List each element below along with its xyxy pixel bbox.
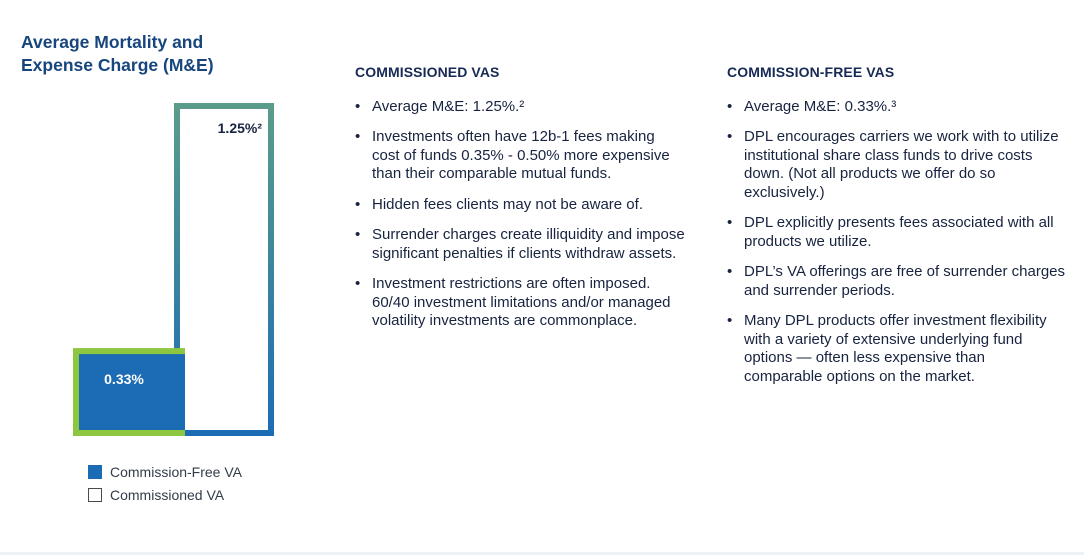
commissioned-vas-heading: COMMISSIONED VAS: [355, 64, 500, 80]
bar-commissioned: [180, 109, 268, 430]
list-item: Average M&E: 1.25%.²: [355, 98, 685, 117]
commission-free-vas-column: COMMISSION-FREE VAS Average M&E: 0.33%.³…: [727, 63, 1067, 398]
legend-swatch-commissioned: [88, 487, 102, 502]
list-item: DPL encourages carriers we work with to …: [727, 128, 1067, 202]
list-item: Investment restrictions are often impose…: [355, 275, 685, 331]
list-item: Surrender charges create illiquidity and…: [355, 226, 685, 263]
legend-label-commission-free: Commission-Free VA: [110, 463, 242, 480]
commissioned-vas-column: COMMISSIONED VAS Average M&E: 1.25%.² In…: [355, 63, 685, 343]
list-item: Average M&E: 0.33%.³: [727, 98, 1067, 117]
bottom-divider: [0, 552, 1084, 555]
list-item: DPL’s VA offerings are free of surrender…: [727, 263, 1067, 300]
commission-free-vas-list: Average M&E: 0.33%.³ DPL encourages carr…: [727, 98, 1067, 387]
chart-title: Average Mortality and Expense Charge (M&…: [21, 31, 281, 77]
commissioned-vas-list: Average M&E: 1.25%.² Investments often h…: [355, 98, 685, 331]
bar-commission-free: [79, 354, 185, 430]
list-item: Many DPL products offer investment flexi…: [727, 312, 1067, 386]
legend-item-commission-free: Commission-Free VA: [88, 460, 242, 483]
list-item: Hidden fees clients may not be aware of.: [355, 196, 685, 215]
list-item: Investments often have 12b-1 fees making…: [355, 128, 685, 184]
legend-label-commissioned: Commissioned VA: [110, 486, 225, 503]
legend-swatch-commission-free: [88, 464, 102, 479]
commission-free-vas-heading: COMMISSION-FREE VAS: [727, 64, 895, 80]
bar-commissioned-value-label: 1.25%²: [218, 120, 263, 136]
mne-bar-chart: 1.25%² 0.33%: [73, 103, 274, 436]
chart-title-line-1: Average Mortality and: [21, 32, 204, 52]
legend-item-commissioned: Commissioned VA: [88, 483, 242, 506]
list-item: DPL explicitly presents fees associated …: [727, 214, 1067, 251]
chart-legend: Commission-Free VA Commissioned VA: [88, 460, 242, 506]
chart-title-line-2: Expense Charge (M&E): [21, 55, 214, 75]
bar-commission-free-value-label: 0.33%: [104, 371, 144, 387]
